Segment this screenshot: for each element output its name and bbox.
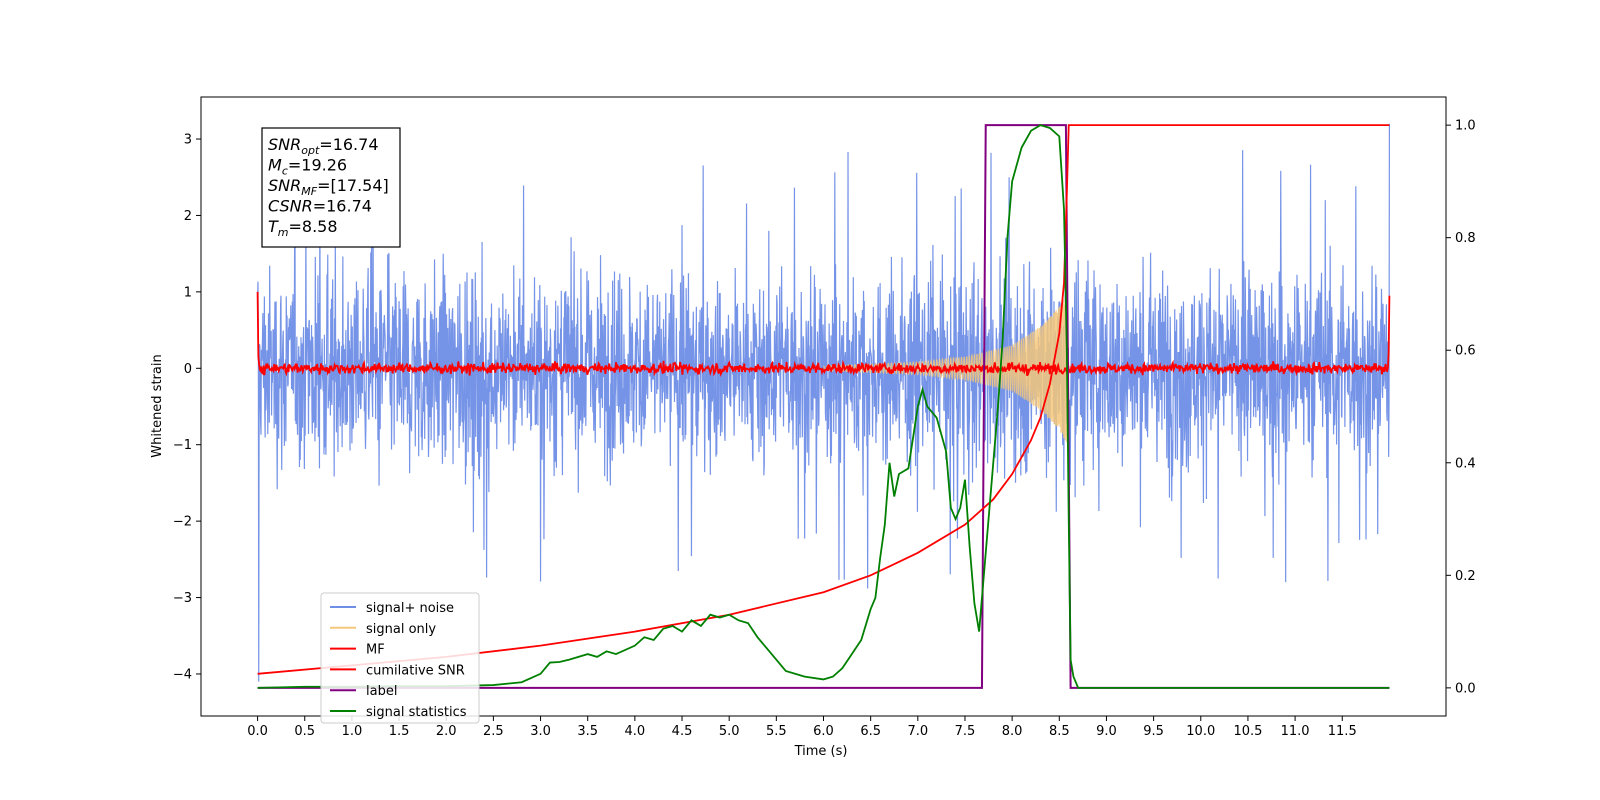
legend-entry: signal+ noise [366,601,454,616]
stats-value: =19.26 [288,156,347,175]
x-tick-label: 4.5 [672,724,693,739]
x-tick-label: 3.5 [577,724,598,739]
x-tick-label: 10.5 [1233,724,1262,739]
x-tick-label: 1.0 [342,724,363,739]
x-tick-label: 11.5 [1328,724,1357,739]
x-tick-label: 4.0 [625,724,646,739]
y-axis-right: 1.0 0.8 0.6 0.4 0.2 0.0 [1446,119,1476,696]
x-tick-label: 0.0 [247,724,268,739]
stats-line: Mc=19.26 [268,156,347,178]
x-tick-label: 7.0 [907,724,928,739]
stats-symbol: M [268,156,282,175]
stats-subscript: m [278,226,289,239]
y2-tick-label: 0.8 [1455,231,1476,246]
legend-entry: MF [366,643,385,658]
y-tick-label: −3 [173,591,192,606]
x-tick-label: 7.5 [955,724,976,739]
stats-value: =8.58 [289,217,338,236]
stats-line: SNRopt=16.74 [268,135,379,157]
x-tick-label: 1.5 [389,724,410,739]
y-tick-label: −4 [173,667,192,682]
y-tick-label: 3 [184,133,192,148]
series-mf [256,291,1391,378]
x-axis-label: Time (s) [794,744,848,759]
stats-box: SNRopt=16.74Mc=19.26SNRMF=[17.54]CSNR=16… [261,127,401,248]
legend-entry: label [366,684,397,699]
x-tick-label: 8.5 [1049,724,1070,739]
y2-tick-label: 1.0 [1455,119,1476,134]
stats-symbol: CSNR [268,197,313,216]
stats-subscript: MF [301,185,317,198]
y-tick-label: 0 [184,362,192,377]
x-tick-label: 9.0 [1096,724,1117,739]
y-axis-left: 3 2 1 0 −1 −2 −3 −4 [173,133,201,682]
stats-line: SNRMF=[17.54] [268,176,389,198]
stats-value: =16.74 [313,197,372,216]
y2-tick-label: 0.2 [1455,569,1476,584]
x-tick-label: 10.0 [1186,724,1215,739]
legend-entry: cumilative SNR [366,663,465,678]
stats-symbol: SNR [268,176,301,195]
y-tick-label: 1 [184,285,192,300]
y-tick-label: −2 [173,515,192,530]
legend-entry: signal statistics [366,705,467,720]
stats-symbol: SNR [268,135,301,154]
stats-value: =[17.54] [317,176,389,195]
y-tick-label: 2 [184,209,192,224]
y2-tick-label: 0.6 [1455,344,1476,359]
series-signal-noise [256,123,1391,682]
x-tick-label: 9.5 [1143,724,1164,739]
x-tick-label: 6.5 [860,724,881,739]
stats-symbol: T [268,217,279,236]
x-tick-label: 11.0 [1281,724,1310,739]
y2-tick-label: 0.4 [1455,456,1476,471]
x-tick-label: 2.5 [483,724,504,739]
x-tick-label: 0.5 [294,724,315,739]
y-axis-label: Whitened strain [150,354,165,457]
x-tick-label: 5.0 [719,724,740,739]
x-tick-label: 5.5 [766,724,787,739]
y-tick-label: −1 [173,438,192,453]
stats-subscript: c [282,165,288,178]
plot-area [256,123,1391,689]
x-tick-label: 8.0 [1002,724,1023,739]
stats-line: Tm=8.58 [268,217,338,239]
legend: signal+ noise signal only MF cumilative SNR… [320,592,480,724]
stats-line: CSNR=16.74 [268,197,372,216]
x-tick-label: 2.0 [436,724,457,739]
x-tick-label: 6.0 [813,724,834,739]
y2-tick-label: 0.0 [1455,681,1476,696]
x-axis: 0.0 0.5 1.0 1.5 2.0 2.5 3.0 3.5 4.0 4.5 5.0 5.5 6.0 6… [247,716,1357,739]
series-cumulative-snr [257,124,1390,675]
legend-entry: signal only [366,622,436,637]
x-tick-label: 3.0 [530,724,551,739]
series-signal-statistics [257,124,1390,689]
stats-subscript: opt [301,144,320,157]
stats-value: =16.74 [319,135,378,154]
